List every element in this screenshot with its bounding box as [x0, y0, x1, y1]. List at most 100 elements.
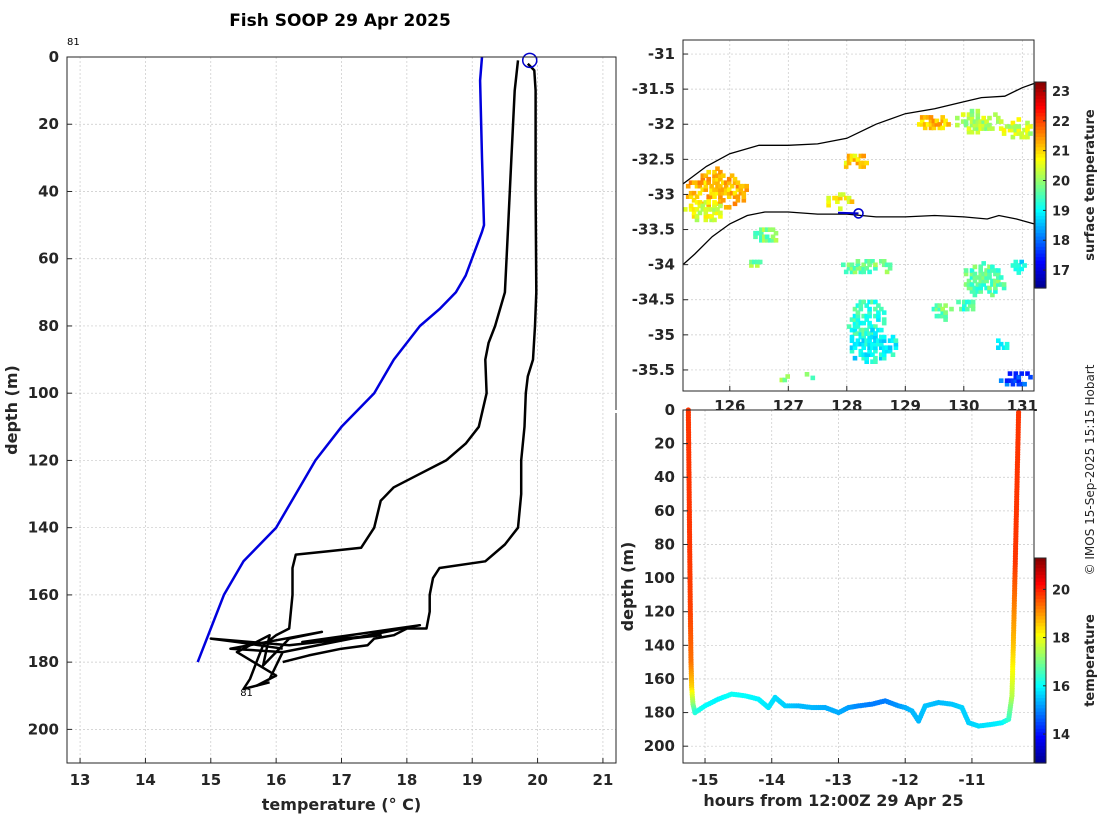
sst-pixel — [721, 173, 726, 178]
sst-pixel — [852, 355, 858, 361]
profile-x-tick-label: 18 — [396, 771, 417, 789]
sst-pixel — [852, 324, 858, 329]
map-colorbar-swatch — [1035, 171, 1046, 176]
sst-pixel — [691, 180, 697, 185]
sst-pixel — [981, 271, 986, 277]
sst-pixel — [981, 115, 986, 121]
sst-pixel — [879, 341, 884, 347]
sst-pixel — [981, 261, 986, 266]
sst-pixel — [881, 320, 887, 326]
sst-pixel — [987, 289, 992, 294]
sst-pixel — [887, 348, 893, 354]
sst-pixel — [990, 268, 995, 273]
sst-pixel — [998, 126, 1004, 131]
sst-pixel — [873, 359, 878, 364]
sst-pixel — [864, 266, 869, 271]
map-colorbar-swatch — [1035, 263, 1046, 268]
sst-pixel — [975, 112, 981, 117]
sst-pixel — [876, 310, 881, 315]
section-colorbar-swatch — [1035, 612, 1046, 617]
section-colorbar-swatch — [1035, 728, 1046, 733]
sst-pixel — [996, 268, 1001, 273]
sst-pixel — [715, 207, 720, 212]
sst-pixel — [683, 207, 688, 212]
sst-pixel — [969, 275, 975, 280]
sst-pixel — [1016, 124, 1022, 129]
sst-pixel — [744, 187, 749, 192]
section-y-tick-label: 200 — [644, 737, 675, 755]
sst-pixel — [1025, 371, 1030, 376]
sst-pixel — [1010, 381, 1016, 387]
section-colorbar-swatch — [1035, 759, 1046, 764]
sst-pixel — [962, 306, 967, 312]
sst-pixel — [996, 345, 1001, 350]
profile-y-tick-label: 120 — [28, 451, 59, 469]
sst-pixel — [697, 203, 703, 209]
map-colorbar-swatch — [1035, 112, 1046, 117]
sst-pixel — [972, 271, 978, 277]
section-colorbar-swatch — [1035, 691, 1046, 696]
sst-pixel — [893, 345, 899, 350]
sst-pixel — [691, 207, 697, 212]
map-colorbar-swatch — [1035, 233, 1046, 238]
sst-pixel — [1028, 374, 1033, 380]
sst-pixel — [861, 313, 866, 319]
sst-pixel — [1022, 263, 1027, 268]
map-colorbar-swatch — [1035, 82, 1046, 87]
sst-pixel — [981, 119, 986, 124]
sst-pixel — [846, 195, 852, 201]
sst-pixel — [969, 119, 975, 124]
sst-pixel — [972, 122, 978, 128]
sst-pixel — [990, 126, 995, 131]
sst-pixel — [712, 207, 717, 212]
profile-x-tick-label: 13 — [70, 771, 91, 789]
sst-pixel — [688, 194, 694, 199]
sst-pixel — [969, 271, 975, 277]
sst-pixel — [972, 126, 978, 131]
sst-pixel — [966, 115, 972, 121]
map-colorbar-swatch — [1035, 95, 1046, 100]
section-colorbar-swatch — [1035, 599, 1046, 604]
map-colorbar-swatch — [1035, 109, 1046, 114]
section-colorbar-swatch — [1035, 694, 1046, 699]
sst-pixel — [718, 190, 723, 196]
sst-pixel — [870, 324, 875, 329]
sst-pixel — [969, 289, 975, 294]
sst-pixel — [703, 200, 709, 205]
sst-pixel — [966, 285, 972, 291]
sst-pixel — [876, 338, 881, 343]
sst-pixel — [887, 345, 893, 350]
sst-pixel — [984, 126, 989, 131]
profile-x-tick-label: 19 — [462, 771, 483, 789]
sst-pixel — [759, 234, 764, 240]
sst-pixel — [919, 115, 925, 120]
map-colorbar-swatch — [1035, 174, 1046, 179]
sst-pixel — [943, 310, 948, 315]
sst-pixel — [1001, 131, 1007, 136]
sst-pixel — [709, 183, 714, 189]
section-y-tick-label: 0 — [665, 401, 675, 419]
sst-pixel — [1013, 124, 1019, 129]
sst-pixel — [864, 160, 869, 166]
sst-pixel — [741, 190, 747, 196]
sst-pixel — [1007, 378, 1013, 383]
section-colorbar-swatch — [1035, 585, 1046, 590]
sst-pixel — [884, 348, 890, 354]
sst-pixel — [873, 348, 878, 354]
sst-pixel — [873, 338, 878, 343]
sst-pixel — [876, 327, 881, 333]
sst-pixel — [709, 187, 714, 192]
sst-pixel — [870, 345, 875, 350]
sst-pixel — [718, 198, 723, 203]
map-colorbar-swatch — [1035, 164, 1046, 169]
sst-pixel — [984, 285, 989, 291]
sst-pixel — [804, 372, 810, 377]
sst-pixel — [858, 334, 864, 340]
sst-pixel — [981, 126, 986, 131]
sst-pixel — [963, 271, 969, 277]
sst-pixel — [726, 187, 732, 192]
profile-x-tick-label: 14 — [135, 771, 156, 789]
sst-pixel — [1010, 127, 1016, 133]
sst-pixel — [852, 345, 858, 350]
sst-pixel — [943, 118, 948, 124]
